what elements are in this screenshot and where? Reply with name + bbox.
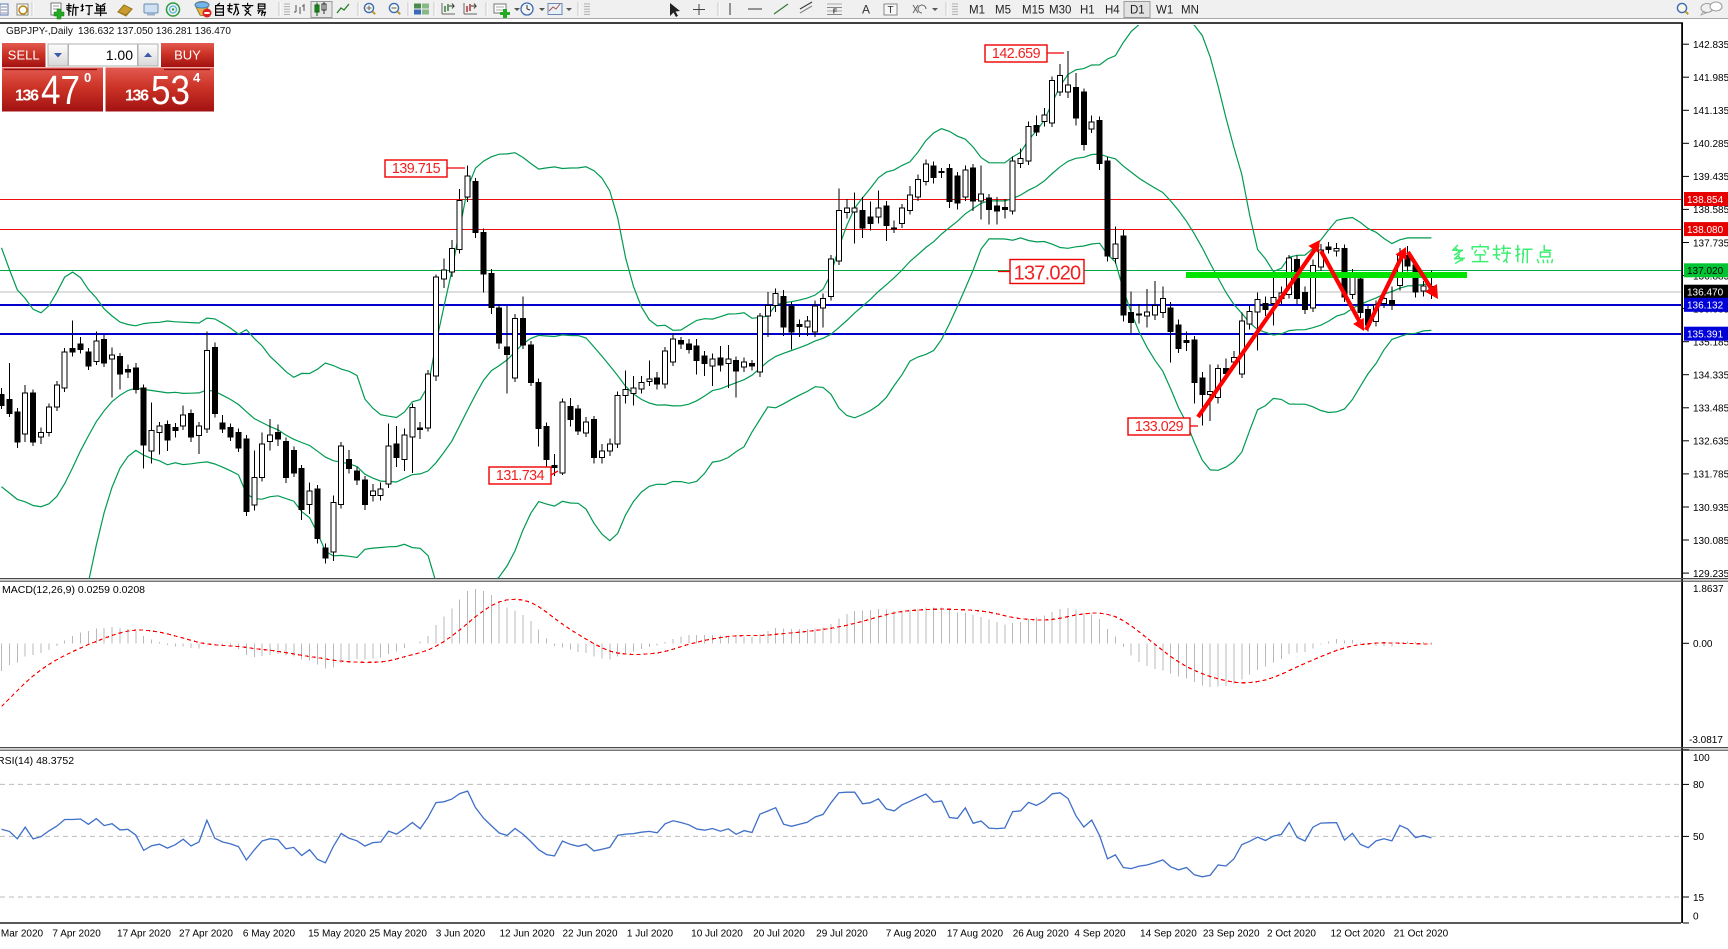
svg-text:15 May 2020: 15 May 2020 (308, 929, 366, 940)
svg-text:0: 0 (1693, 912, 1699, 923)
svg-text:131.785: 131.785 (1693, 470, 1728, 481)
svg-text:132.635: 132.635 (1693, 437, 1728, 448)
svg-text:7 Aug 2020: 7 Aug 2020 (886, 929, 937, 940)
svg-text:130.935: 130.935 (1693, 503, 1728, 514)
svg-text:M30: M30 (1049, 5, 1071, 17)
svg-text:6 May 2020: 6 May 2020 (243, 929, 296, 940)
svg-text:139.715: 139.715 (392, 161, 441, 177)
svg-text:T: T (887, 5, 893, 16)
svg-text:22 Jun 2020: 22 Jun 2020 (562, 929, 617, 940)
svg-text:138.585: 138.585 (1693, 205, 1728, 216)
svg-text:1.00: 1.00 (106, 47, 133, 63)
svg-text:15: 15 (1693, 893, 1705, 904)
svg-text:1 Jul 2020: 1 Jul 2020 (627, 929, 674, 940)
svg-text:129.235: 129.235 (1693, 569, 1728, 580)
svg-text:131.734: 131.734 (496, 468, 545, 484)
svg-text:0.00: 0.00 (1693, 639, 1713, 650)
svg-text:Mar 2020: Mar 2020 (1, 929, 44, 940)
svg-text:10 Jul 2020: 10 Jul 2020 (691, 929, 743, 940)
svg-text:A: A (862, 3, 870, 17)
svg-text:141.135: 141.135 (1693, 106, 1728, 117)
svg-text:M5: M5 (995, 5, 1011, 17)
svg-text:27 Apr 2020: 27 Apr 2020 (179, 929, 233, 940)
svg-text:133.029: 133.029 (1135, 419, 1184, 435)
svg-text:RSI(14) 48.3752: RSI(14) 48.3752 (0, 755, 74, 767)
svg-text:17 Aug 2020: 17 Aug 2020 (947, 929, 1004, 940)
svg-text:12 Jun 2020: 12 Jun 2020 (499, 929, 554, 940)
svg-text:136.132: 136.132 (1687, 301, 1724, 312)
svg-text:140.285: 140.285 (1693, 139, 1728, 150)
svg-text:20 Jul 2020: 20 Jul 2020 (753, 929, 805, 940)
svg-text:141.985: 141.985 (1693, 73, 1728, 84)
svg-text:136.632 137.050 136.281 136.47: 136.632 137.050 136.281 136.470 (78, 26, 231, 37)
svg-text:1.8637: 1.8637 (1693, 584, 1724, 595)
svg-text:134.335: 134.335 (1693, 371, 1728, 382)
svg-text:M15: M15 (1022, 5, 1044, 17)
svg-text:GBPJPY-,Daily: GBPJPY-,Daily (6, 26, 73, 37)
svg-text:2 Oct 2020: 2 Oct 2020 (1267, 929, 1316, 940)
svg-text:14 Sep 2020: 14 Sep 2020 (1140, 929, 1197, 940)
svg-text:F: F (833, 9, 838, 16)
svg-text:50: 50 (1693, 832, 1705, 843)
svg-text:100: 100 (1693, 753, 1710, 764)
svg-text:MACD(12,26,9) 0.0259 0.0208: MACD(12,26,9) 0.0259 0.0208 (2, 584, 145, 596)
svg-text:137.020: 137.020 (1687, 266, 1724, 277)
svg-text:26 Aug 2020: 26 Aug 2020 (1013, 929, 1070, 940)
svg-text:17 Apr 2020: 17 Apr 2020 (117, 929, 171, 940)
svg-text:136: 136 (15, 88, 39, 105)
svg-text:136: 136 (125, 88, 149, 105)
svg-text:-3.0817: -3.0817 (1689, 735, 1723, 746)
svg-text:137.020: 137.020 (1014, 262, 1081, 284)
svg-text:4 Sep 2020: 4 Sep 2020 (1074, 929, 1126, 940)
svg-text:0: 0 (84, 70, 91, 85)
svg-text:H1: H1 (1080, 5, 1095, 17)
svg-text:12 Oct 2020: 12 Oct 2020 (1330, 929, 1385, 940)
svg-text:137.735: 137.735 (1693, 238, 1728, 249)
svg-text:BUY: BUY (174, 48, 201, 63)
svg-text:139.435: 139.435 (1693, 172, 1728, 183)
svg-text:MN: MN (1181, 5, 1199, 17)
svg-text:23 Sep 2020: 23 Sep 2020 (1203, 929, 1260, 940)
svg-text:D1: D1 (1130, 5, 1145, 17)
svg-text:138.854: 138.854 (1687, 195, 1724, 206)
svg-text:7 Apr 2020: 7 Apr 2020 (52, 929, 101, 940)
svg-text:M1: M1 (969, 5, 985, 17)
svg-text:H4: H4 (1105, 5, 1120, 17)
svg-text:SELL: SELL (8, 48, 40, 63)
svg-text:80: 80 (1693, 780, 1705, 791)
svg-text:4: 4 (193, 70, 201, 85)
svg-text:53: 53 (151, 67, 190, 113)
svg-text:135.391: 135.391 (1687, 330, 1724, 341)
svg-text:136.470: 136.470 (1687, 288, 1724, 299)
svg-text:3 Jun 2020: 3 Jun 2020 (436, 929, 486, 940)
svg-text:29 Jul 2020: 29 Jul 2020 (816, 929, 868, 940)
svg-text:133.485: 133.485 (1693, 404, 1728, 415)
svg-text:47: 47 (41, 67, 80, 113)
svg-text:21 Oct 2020: 21 Oct 2020 (1394, 929, 1449, 940)
svg-text:138.080: 138.080 (1687, 225, 1724, 236)
svg-text:W1: W1 (1156, 5, 1173, 17)
svg-text:142.659: 142.659 (992, 46, 1041, 62)
svg-text:130.085: 130.085 (1693, 536, 1728, 547)
svg-text:25 May 2020: 25 May 2020 (369, 929, 427, 940)
svg-text:142.835: 142.835 (1693, 40, 1728, 51)
